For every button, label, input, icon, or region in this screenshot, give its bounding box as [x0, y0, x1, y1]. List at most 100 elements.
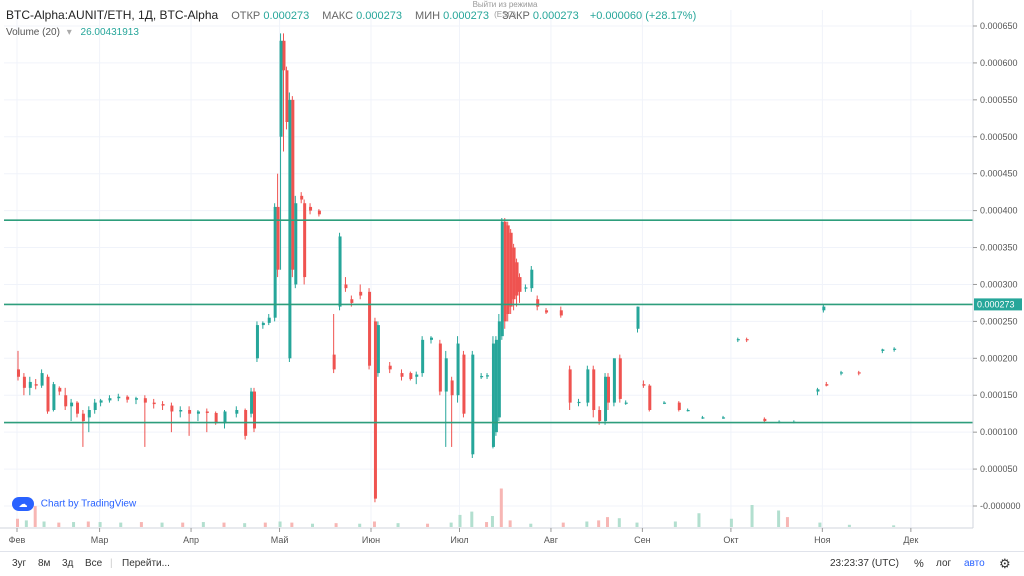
candle-body — [99, 400, 103, 403]
candle-body — [235, 410, 239, 414]
horizontal-lines[interactable] — [4, 219, 973, 424]
close-label: ЗАКР — [502, 10, 530, 22]
candle-body — [497, 321, 501, 418]
candle-body — [376, 325, 380, 374]
candle-body — [642, 384, 646, 386]
candle-body — [214, 412, 218, 424]
candle-body — [598, 410, 602, 422]
time-tick-label: Фев — [9, 535, 26, 545]
percent-toggle[interactable]: % — [914, 558, 924, 570]
volume-bar — [847, 524, 851, 527]
candle-body — [64, 395, 68, 407]
price-chart[interactable]: 0.000650 0.000600 0.000550 0.000500 0.000450… — [0, 0, 1024, 551]
candle-body — [857, 372, 861, 374]
candle-body — [618, 358, 622, 399]
candle-body — [677, 402, 681, 410]
candle-body — [285, 70, 289, 122]
timeframe-3y[interactable]: 3уг — [12, 558, 27, 569]
gear-icon[interactable]: ⚙ — [999, 556, 1011, 571]
price-tick-label: -0.000000 — [980, 501, 1021, 511]
candle-body — [503, 221, 507, 322]
candle-body — [261, 322, 265, 326]
timeframe-8m[interactable]: 8м — [38, 558, 51, 569]
time-axis[interactable]: Фев Мар Апр Май Июн Июл Авг Сен Окт Ноя Дек — [0, 527, 973, 545]
volume-bar — [750, 505, 754, 527]
volume-bar — [485, 522, 489, 527]
candle-body — [52, 384, 56, 410]
candle-body — [736, 339, 740, 341]
volume-bar — [24, 520, 28, 527]
candle-body — [255, 325, 259, 359]
clock[interactable]: 23:23:37 (UTC) — [830, 558, 899, 569]
price-axis[interactable]: 0.000650 0.000600 0.000550 0.000500 0.000450… — [972, 0, 1022, 528]
volume-bar — [57, 522, 61, 527]
low-label: МИН — [415, 10, 441, 22]
volume-bar — [334, 523, 338, 527]
log-toggle[interactable]: лог — [936, 558, 952, 569]
candle-body — [722, 417, 726, 419]
volume-bar — [458, 514, 462, 527]
candle-body — [450, 380, 454, 396]
time-tick-label: Дек — [903, 535, 918, 545]
volume-label[interactable]: Volume (20) — [6, 27, 60, 38]
candle-body — [70, 402, 74, 407]
volume-bar — [33, 506, 37, 527]
chevron-down-icon[interactable]: ▾ — [66, 27, 72, 38]
volume-series — [16, 488, 896, 527]
candle-body — [536, 299, 540, 307]
candle-body — [196, 411, 200, 414]
toolbar-divider: | — [110, 558, 113, 569]
last-price-label: 0.000273 — [977, 299, 1015, 309]
candle-body — [28, 381, 32, 388]
auto-toggle[interactable]: авто — [964, 558, 985, 569]
candle-body — [494, 339, 498, 433]
bottom-toolbar: 3уг 8м 3д Все | Перейти... 23:23:37 (UTC… — [0, 551, 1024, 576]
volume-bar — [818, 522, 822, 527]
volume-bar — [426, 523, 430, 527]
candle-body — [143, 398, 147, 403]
candle-body — [648, 385, 652, 410]
volume-bar — [729, 518, 733, 527]
candle-body — [58, 387, 62, 392]
price-tick-label: 0.000050 — [980, 464, 1018, 474]
volume-bar — [635, 522, 639, 527]
candle-body — [17, 369, 20, 377]
candle-body — [135, 398, 138, 400]
candle-body — [438, 343, 442, 392]
price-tick-label: 0.000250 — [980, 316, 1018, 326]
candle-body — [267, 317, 271, 323]
volume-bar — [72, 522, 76, 527]
candle-body — [188, 410, 192, 414]
price-tick-label: 0.000650 — [980, 21, 1018, 31]
high-value: 0.000273 — [356, 10, 402, 22]
price-tick-label: 0.000150 — [980, 390, 1018, 400]
candle-body — [34, 384, 38, 386]
volume-bar — [617, 518, 621, 527]
candle-body — [636, 306, 640, 329]
timeframe-3d[interactable]: 3д — [62, 558, 74, 569]
candle-body — [686, 410, 690, 412]
timeframe-all[interactable]: Все — [85, 558, 103, 569]
volume-bar — [529, 523, 533, 527]
candle-body — [530, 269, 534, 289]
candle-body — [415, 374, 419, 377]
symbol-title[interactable]: BTC-Alpha:AUNIT/ETH, 1Д, BTC-Alpha — [6, 8, 219, 22]
candle-body — [409, 373, 413, 379]
exit-fullscreen-hint[interactable]: Выйти из режима (ESC) — [472, 0, 538, 19]
volume-bar — [263, 522, 267, 527]
time-tick-label: Июл — [450, 535, 468, 545]
candle-body — [577, 401, 581, 404]
candle-body — [250, 391, 254, 414]
low-value: 0.000273 — [443, 10, 490, 22]
volume-bar — [777, 510, 781, 527]
candle-body — [515, 262, 519, 296]
tradingview-logo[interactable]: ☁ Chart by TradingView — [12, 497, 136, 511]
volume-bar — [201, 522, 205, 527]
candle-body — [152, 402, 156, 405]
candle-body — [486, 375, 490, 377]
price-tick-label: 0.000100 — [980, 427, 1018, 437]
price-tick-label: 0.000600 — [980, 58, 1018, 68]
open-label: ОТКР — [231, 10, 261, 22]
volume-bar — [160, 522, 164, 527]
goto-date-button[interactable]: Перейти... — [122, 558, 170, 569]
